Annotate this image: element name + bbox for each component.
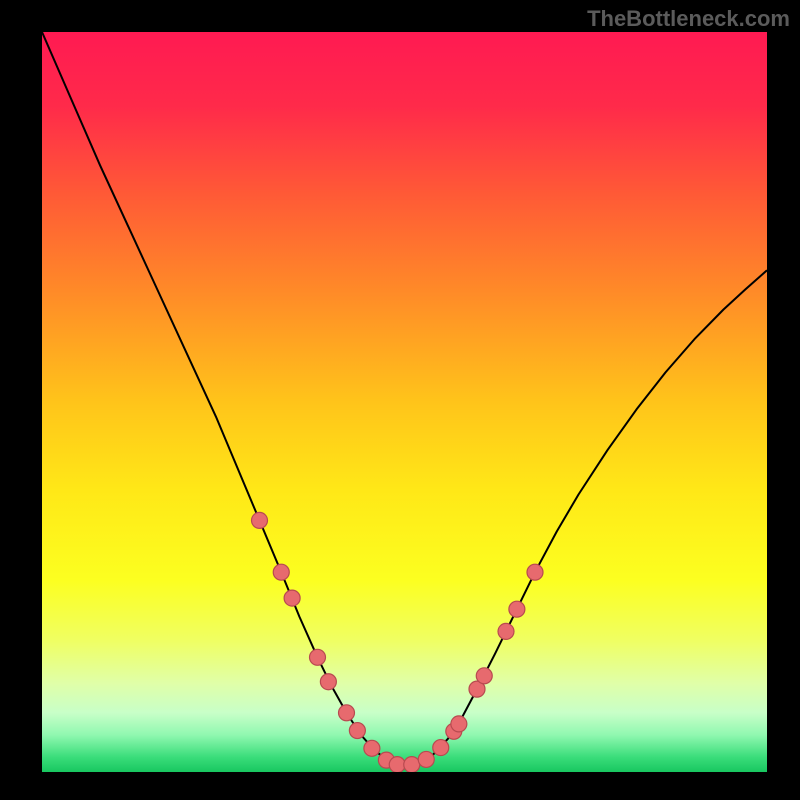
curve-marker bbox=[527, 564, 543, 580]
attribution-text: TheBottleneck.com bbox=[587, 6, 790, 32]
curve-marker bbox=[509, 601, 525, 617]
gradient-background bbox=[42, 32, 767, 772]
curve-marker bbox=[320, 674, 336, 690]
curve-marker bbox=[284, 590, 300, 606]
curve-marker bbox=[310, 649, 326, 665]
curve-marker bbox=[418, 751, 434, 767]
curve-marker bbox=[476, 668, 492, 684]
curve-marker bbox=[451, 716, 467, 732]
curve-marker bbox=[349, 723, 365, 739]
curve-marker bbox=[404, 757, 420, 772]
curve-marker bbox=[433, 740, 449, 756]
curve-marker bbox=[389, 757, 405, 772]
curve-marker bbox=[273, 564, 289, 580]
curve-marker bbox=[252, 512, 268, 528]
curve-marker bbox=[498, 623, 514, 639]
bottleneck-chart bbox=[42, 32, 767, 772]
curve-marker bbox=[364, 740, 380, 756]
curve-marker bbox=[339, 705, 355, 721]
